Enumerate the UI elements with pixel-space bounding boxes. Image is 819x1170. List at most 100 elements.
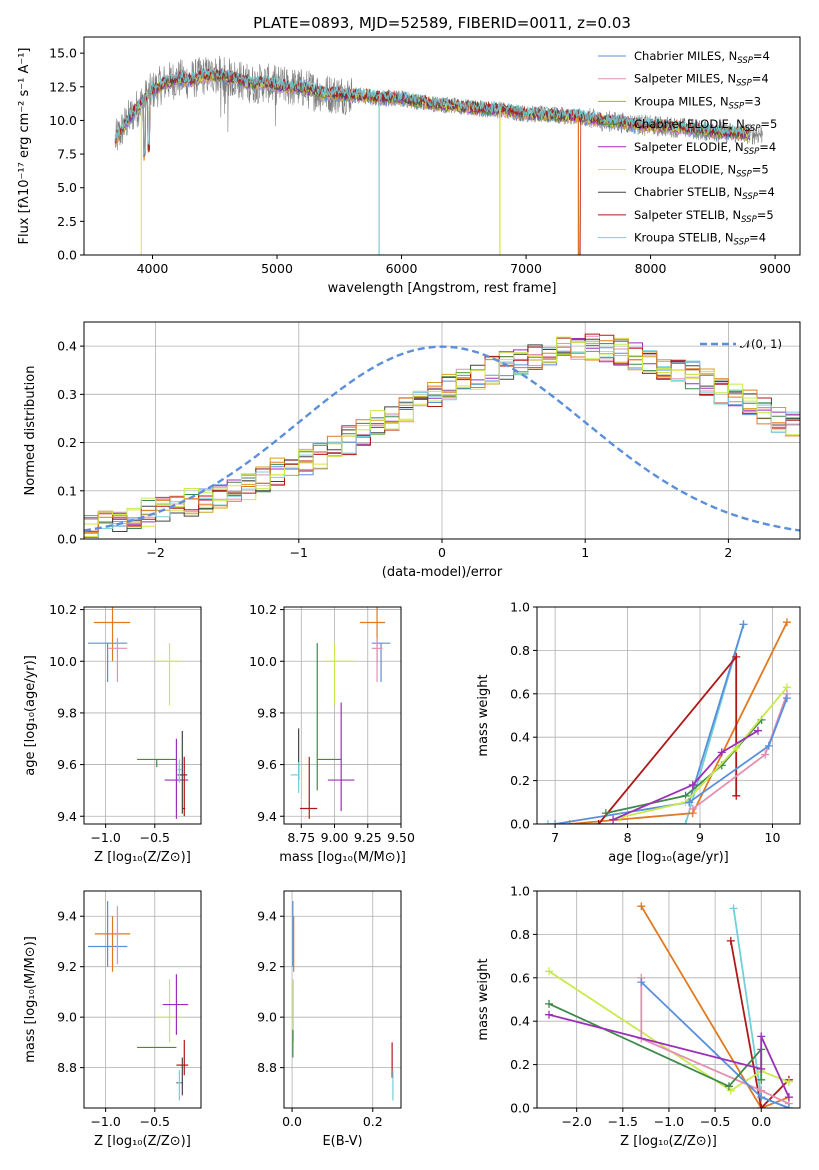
axes-frame (536, 606, 801, 825)
weight-point (732, 744, 741, 753)
y-tick-label: 0.2 (510, 773, 530, 788)
legend-label-main: Chabrier STELIB, N (634, 185, 742, 199)
axes-frame (283, 890, 402, 1109)
legend-label-sub: SSP (742, 192, 758, 202)
histogram-series (84, 336, 800, 525)
weight-series-line (620, 686, 788, 819)
legend-label-main: Kroupa STELIB, N (634, 231, 734, 245)
x-tick-label: −2 (146, 545, 164, 560)
y-tick-label: 0.6 (510, 686, 530, 701)
chart-panel-3: −1.0 −0.5 9.4 9.6 9.8 10.0 10.2 Z [log₁₀(Z/Z⊙)]… (23, 602, 202, 865)
weight-point (565, 820, 574, 824)
weight-point (757, 1093, 766, 1102)
legend-label: Chabrier STELIB, NSSP=4 (634, 185, 775, 202)
weight-point (726, 1086, 735, 1095)
legend-label-sub: SSP (736, 170, 752, 180)
chart-panel-2: 𝒩(0, 1) −2 −1 0 1 2 0.0 0.1 0.2 0.3 0.4 (data-model… (23, 321, 801, 580)
y-tick-label: 8.8 (257, 1060, 277, 1075)
y-tick-label: 1.0 (510, 884, 530, 899)
y-tick-label: 9.8 (257, 705, 277, 720)
legend-label: Kroupa STELIB, NSSP=4 (634, 231, 766, 248)
x-tick-label: 7 (551, 830, 559, 845)
chart-panel-6: −1.0 −0.5 8.8 9.0 9.2 9.4 Z [log₁₀(Z/Z⊙)] mass … (23, 890, 202, 1149)
histogram-series (84, 338, 800, 533)
weight-point (544, 967, 553, 976)
legend-label: Chabrier MILES, NSSP=4 (634, 49, 770, 66)
legend-label: Salpeter ELODIE, NSSP=4 (634, 140, 776, 157)
weight-point (784, 1077, 793, 1086)
weight-series-line (547, 624, 745, 824)
weight-point (782, 694, 791, 703)
weight-point (784, 1104, 793, 1108)
x-tick-label: 6000 (386, 261, 418, 276)
plot-area (84, 333, 800, 539)
weight-point (609, 815, 618, 824)
weight-point (685, 798, 694, 807)
chart-panel-4: 8.75 9.00 9.25 9.50 9.4 9.6 9.8 10.0 10.2 mass [l… (249, 602, 415, 865)
weight-series-line (548, 1013, 790, 1098)
plot-area (87, 901, 189, 1101)
y-tick-label: 15.0 (49, 46, 77, 61)
y-tick-label: 9.4 (57, 909, 77, 924)
y-tick-label: 9.4 (257, 809, 277, 824)
axes-frame (283, 606, 402, 825)
y-tick-label: 10.2 (49, 602, 77, 617)
y-tick-label: 10.0 (49, 654, 77, 669)
y-tick-label: 9.4 (257, 909, 277, 924)
plot-area (543, 618, 791, 824)
weight-point (729, 904, 738, 913)
weight-point (757, 1064, 766, 1073)
x-tick-label: 7000 (510, 261, 542, 276)
weight-point (726, 936, 735, 945)
chart-panel-7: 0.0 0.2 8.8 9.0 9.2 9.4 E(B-V) (257, 890, 402, 1149)
x-tick-label: −1.5 (608, 1114, 638, 1129)
x-tick-label: −2.0 (562, 1114, 592, 1129)
axes-frame (83, 36, 801, 256)
weight-point (594, 820, 603, 824)
legend-label-tail: =3 (744, 94, 761, 108)
x-tick-label: −1.0 (90, 830, 120, 845)
weight-series-line (548, 970, 790, 1092)
legend-label-sub: SSP (741, 215, 757, 225)
y-tick-label: 0.2 (57, 435, 77, 450)
y-tick-label: 0.0 (510, 817, 530, 832)
weight-point (688, 804, 697, 813)
y-tick-label: 10.0 (249, 654, 277, 669)
chart-title: PLATE=0893, MJD=52589, FIBERID=0011, z=0… (253, 14, 631, 32)
y-axis-label: Flux [fλ10⁻¹⁷ erg cm⁻² s⁻¹ A⁻¹] (17, 48, 32, 245)
y-tick-label: 0.8 (510, 927, 530, 942)
weight-series-line (640, 905, 790, 1108)
legend-label-sub: SSP (736, 79, 752, 89)
legend-label-tail: =5 (757, 208, 774, 222)
legend-label: Salpeter STELIB, NSSP=5 (634, 208, 774, 225)
weight-point (761, 750, 770, 759)
legend-label-tail: =4 (759, 140, 776, 154)
weight-point (544, 1010, 553, 1019)
y-tick-label: 0.2 (510, 1057, 530, 1072)
weight-point (551, 820, 560, 824)
chart-panel-8: −2.0 −1.5 −1.0 −0.5 0.0 0.0 0.2 0.4 0.6 0.8 1.0 Z [… (476, 884, 801, 1149)
plot-area (87, 607, 189, 819)
weight-point (757, 1104, 766, 1108)
x-tick-label: −0.5 (700, 1114, 730, 1129)
y-tick-label: 12.5 (49, 79, 77, 94)
legend-label-sub: SSP (745, 124, 761, 134)
axes-frame (83, 890, 202, 1109)
y-tick-label: 0.1 (57, 483, 77, 498)
weight-point (724, 1082, 733, 1091)
legend-label-main: Salpeter STELIB, N (634, 208, 741, 222)
x-tick-label: 8.75 (287, 830, 315, 845)
chart-panel-5: 7 8 9 10 0.0 0.2 0.4 0.6 0.8 1.0 age [log₁₀(age/yr… (476, 600, 801, 865)
y-tick-label: 9.0 (57, 1010, 77, 1025)
x-tick-label: −1.0 (90, 1114, 120, 1129)
weight-point (688, 780, 697, 789)
y-axis-label: Normed distribution (23, 366, 38, 496)
model-spectrum-line (114, 71, 751, 161)
y-tick-label: 0.0 (510, 1101, 530, 1116)
weight-point (544, 999, 553, 1008)
x-tick-label: 0.0 (751, 1114, 771, 1129)
weight-point (753, 726, 762, 735)
legend-label-sub: SSP (737, 56, 753, 66)
